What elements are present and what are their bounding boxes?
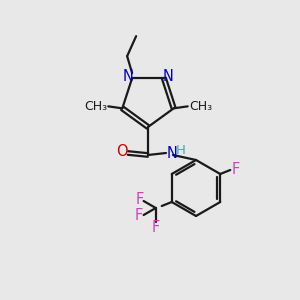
Text: F: F (134, 208, 143, 223)
Text: CH₃: CH₃ (189, 100, 212, 113)
Text: N: N (167, 146, 177, 160)
Text: CH₃: CH₃ (84, 100, 107, 113)
Text: O: O (116, 145, 128, 160)
Text: N: N (123, 69, 134, 84)
Text: H: H (176, 143, 186, 157)
Text: N: N (162, 69, 173, 84)
Text: F: F (232, 161, 240, 176)
Text: F: F (152, 220, 160, 235)
Text: F: F (136, 193, 144, 208)
